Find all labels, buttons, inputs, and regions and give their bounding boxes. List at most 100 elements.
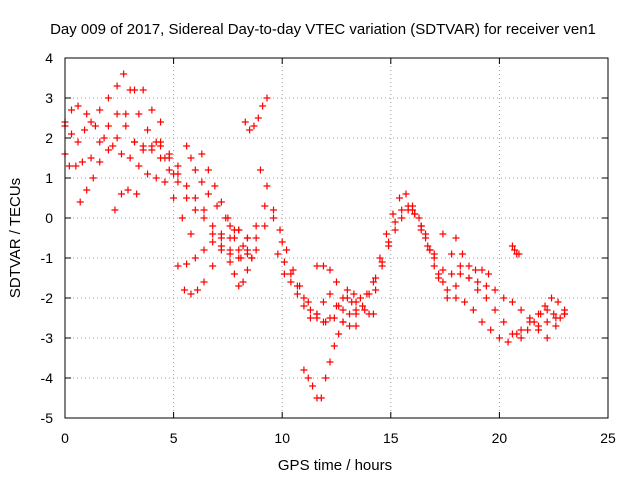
- data-point: [330, 342, 338, 350]
- series-arc-18: [313, 262, 360, 330]
- data-point: [339, 318, 347, 326]
- data-point: [96, 138, 104, 146]
- data-point: [248, 254, 256, 262]
- y-tick-label: 3: [45, 90, 53, 106]
- data-point: [422, 234, 430, 242]
- data-point: [319, 298, 327, 306]
- data-point: [543, 306, 551, 314]
- data-point: [426, 246, 434, 254]
- data-point: [226, 258, 234, 266]
- data-point: [174, 162, 182, 170]
- data-point: [230, 226, 238, 234]
- data-point: [352, 306, 360, 314]
- data-point: [165, 166, 173, 174]
- data-point: [415, 214, 423, 222]
- data-point: [385, 238, 393, 246]
- data-point: [165, 154, 173, 162]
- data-point: [87, 118, 95, 126]
- data-point: [511, 246, 519, 254]
- data-point: [252, 222, 260, 230]
- data-point: [183, 260, 191, 268]
- data-point: [209, 222, 217, 230]
- data-point: [148, 106, 156, 114]
- data-point: [289, 266, 297, 274]
- data-point: [395, 194, 403, 202]
- series-arc-13: [241, 94, 271, 134]
- series-arc-12: [226, 254, 256, 290]
- data-point: [485, 270, 493, 278]
- data-point: [452, 282, 460, 290]
- data-point: [326, 358, 334, 366]
- data-point: [478, 266, 486, 274]
- data-point: [170, 194, 178, 202]
- data-point: [74, 138, 82, 146]
- data-point: [217, 198, 225, 206]
- data-point: [235, 282, 243, 290]
- x-tick-label: 10: [274, 430, 290, 446]
- data-point: [113, 134, 121, 142]
- data-point: [200, 206, 208, 214]
- data-point: [139, 142, 147, 150]
- data-point: [293, 290, 301, 298]
- data-point: [193, 286, 201, 294]
- data-point: [517, 306, 525, 314]
- data-point: [469, 306, 477, 314]
- data-point: [256, 166, 264, 174]
- data-point: [180, 286, 188, 294]
- data-point: [144, 126, 152, 134]
- data-point: [456, 262, 464, 270]
- data-point: [191, 166, 199, 174]
- data-point: [252, 234, 260, 242]
- data-point: [398, 214, 406, 222]
- data-point: [500, 318, 508, 326]
- data-point: [398, 206, 406, 214]
- data-point: [548, 294, 556, 302]
- series-arc-4: [76, 86, 165, 206]
- x-tick-label: 20: [492, 430, 508, 446]
- data-point: [322, 374, 330, 382]
- data-point: [478, 318, 486, 326]
- data-point: [96, 158, 104, 166]
- data-point: [157, 118, 165, 126]
- data-point: [113, 82, 121, 90]
- series-arc-28: [534, 294, 569, 318]
- data-point: [309, 382, 317, 390]
- data-point: [293, 282, 301, 290]
- data-point: [561, 306, 569, 314]
- data-point: [157, 154, 165, 162]
- data-point: [382, 230, 390, 238]
- data-point: [482, 294, 490, 302]
- data-point: [117, 190, 125, 198]
- data-point: [74, 102, 82, 110]
- data-point: [376, 254, 384, 262]
- data-point: [87, 154, 95, 162]
- data-point: [300, 294, 308, 302]
- data-point: [319, 318, 327, 326]
- data-point: [352, 298, 360, 306]
- x-tick-label: 25: [600, 430, 616, 446]
- data-point: [319, 262, 327, 270]
- series-arc-16: [280, 270, 360, 330]
- series-arc-3: [61, 70, 178, 178]
- data-point: [109, 142, 117, 150]
- series-arc-17: [300, 318, 347, 402]
- data-point: [378, 262, 386, 270]
- data-point: [211, 182, 219, 190]
- data-point: [543, 318, 551, 326]
- data-point: [430, 254, 438, 262]
- data-point: [76, 198, 84, 206]
- data-point: [543, 334, 551, 342]
- data-point: [369, 278, 377, 286]
- data-point: [117, 150, 125, 158]
- data-point: [500, 294, 508, 302]
- series-arc-14: [256, 166, 356, 326]
- data-point: [174, 170, 182, 178]
- data-point: [178, 214, 186, 222]
- data-layer: [61, 70, 569, 402]
- data-point: [541, 302, 549, 310]
- data-point: [198, 178, 206, 186]
- y-tick-label: -1: [41, 250, 54, 266]
- data-point: [530, 318, 538, 326]
- data-point: [230, 270, 238, 278]
- data-point: [424, 242, 432, 250]
